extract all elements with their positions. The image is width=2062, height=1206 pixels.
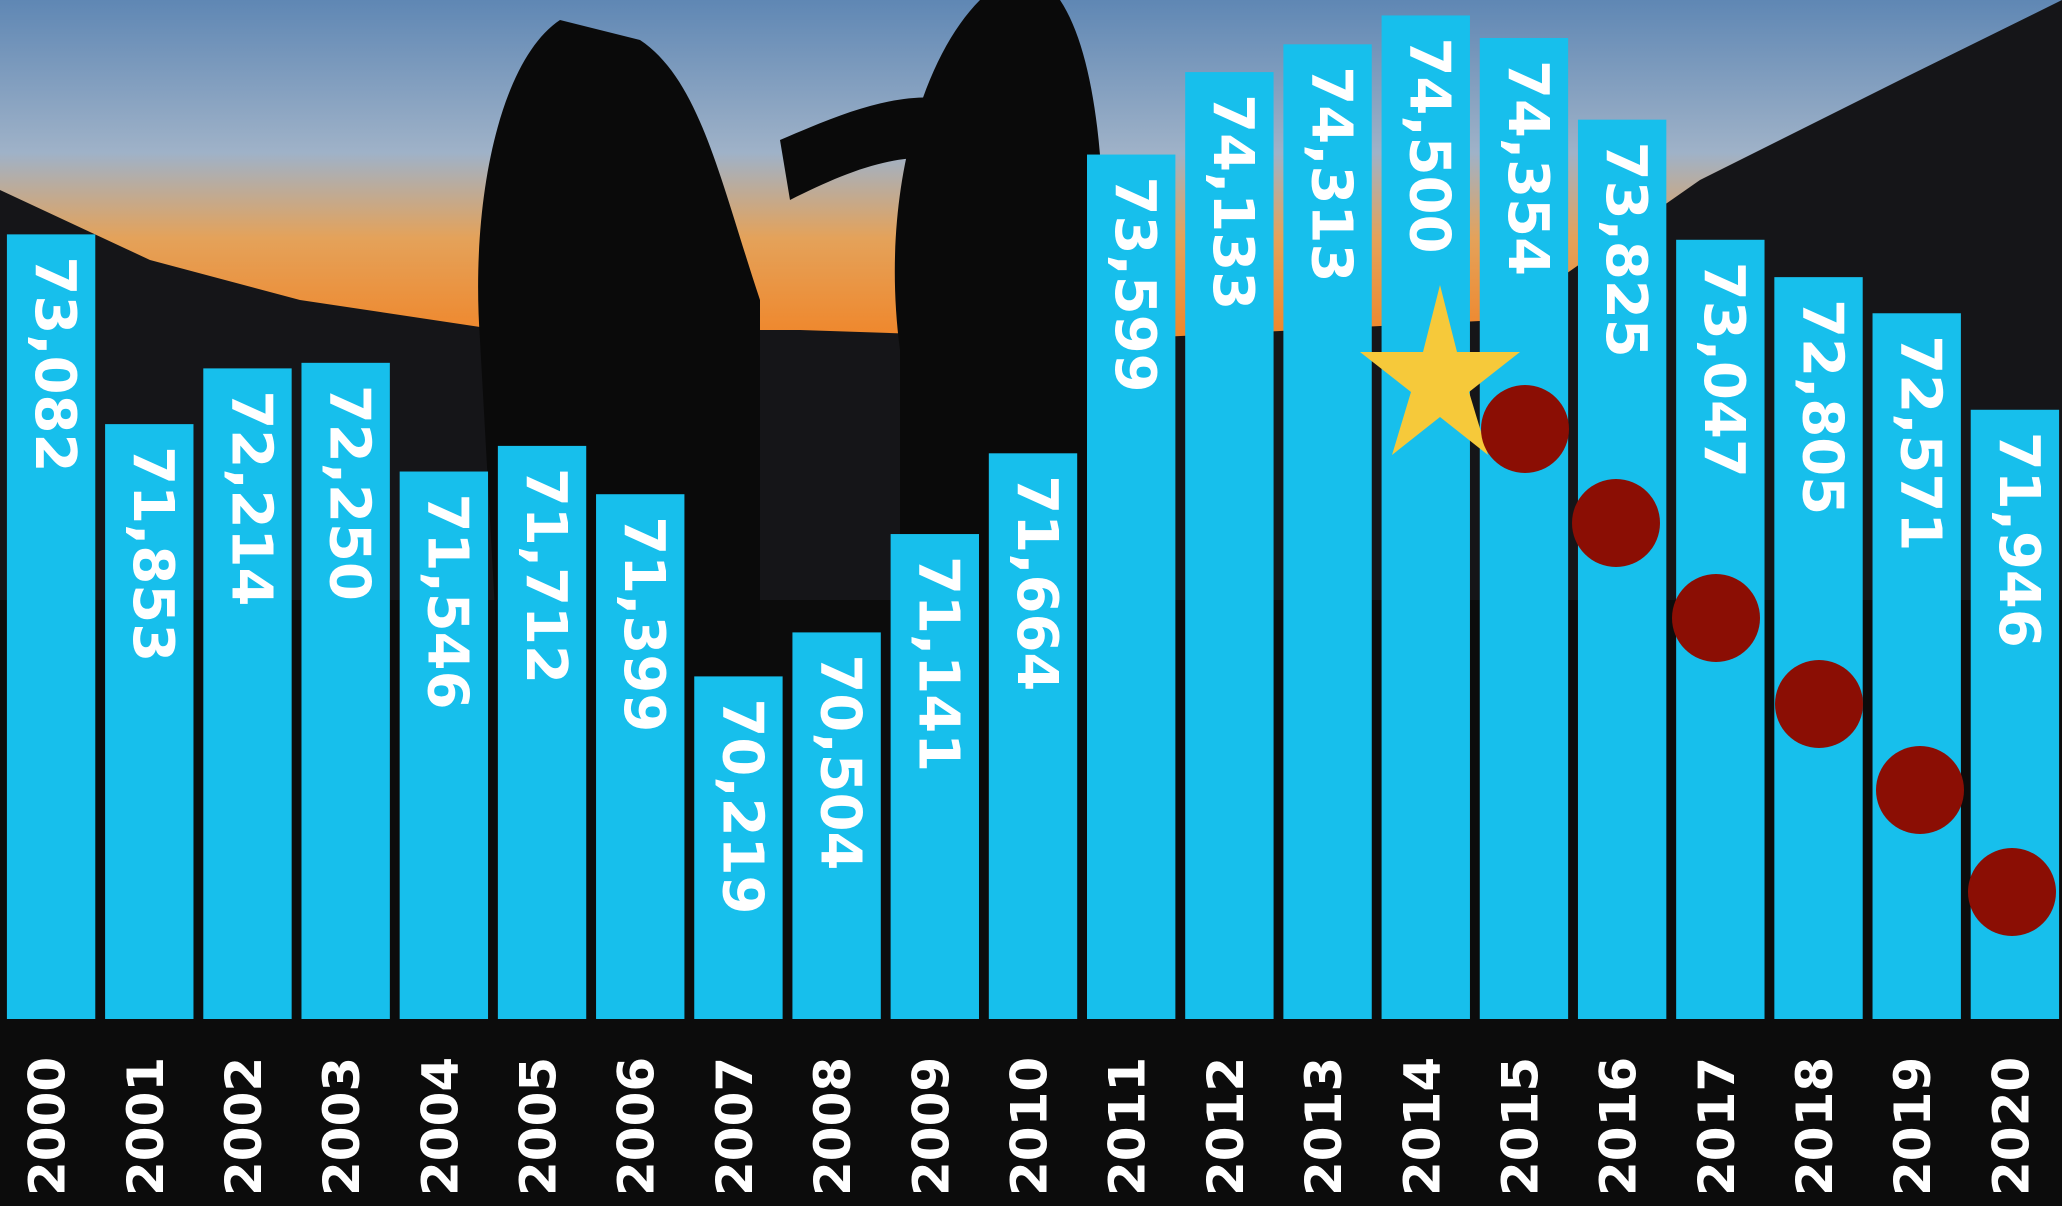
- x-tick-label: 2010: [1001, 1057, 1059, 1196]
- value-label: 74,313: [1298, 66, 1363, 282]
- value-label: 74,500: [1397, 37, 1462, 253]
- value-label: 71,546: [415, 494, 480, 710]
- dot-marker: [1968, 848, 2056, 936]
- value-label: 70,504: [807, 654, 872, 870]
- dot-marker: [1775, 660, 1863, 748]
- value-label: 72,805: [1789, 299, 1854, 515]
- x-tick-label: 2014: [1393, 1057, 1451, 1196]
- value-label: 73,825: [1593, 142, 1658, 358]
- value-label: 72,571: [1888, 335, 1953, 551]
- dot-marker: [1876, 746, 1964, 834]
- value-label: 70,219: [709, 698, 774, 914]
- value-label: 72,250: [317, 385, 382, 601]
- x-tick-label: 2006: [608, 1057, 666, 1196]
- x-tick-label: 2000: [19, 1057, 77, 1196]
- x-tick-label: 2012: [1197, 1057, 1255, 1196]
- x-tick-label: 2017: [1688, 1057, 1746, 1196]
- value-label: 71,141: [906, 556, 971, 772]
- value-label: 71,399: [611, 516, 676, 732]
- value-label: 74,133: [1200, 94, 1265, 310]
- x-tick-label: 2020: [1982, 1057, 2040, 1196]
- value-label: 72,214: [218, 390, 283, 606]
- chart: 73,082 2000 71,853 2001 72,214 2002 72,250 2003…: [0, 0, 2062, 1206]
- value-label: 73,047: [1691, 262, 1756, 478]
- x-tick-label: 2016: [1590, 1057, 1648, 1196]
- x-tick-label: 2002: [215, 1057, 273, 1196]
- x-tick-label: 2007: [706, 1057, 764, 1196]
- x-tick-label: 2005: [510, 1057, 568, 1196]
- value-label: 73,599: [1102, 177, 1167, 393]
- dot-marker: [1572, 479, 1660, 567]
- value-label: 71,664: [1004, 475, 1069, 691]
- x-tick-label: 2019: [1884, 1057, 1942, 1196]
- x-tick-label: 2008: [804, 1057, 862, 1196]
- x-tick-label: 2018: [1786, 1057, 1844, 1196]
- dot-marker: [1481, 385, 1569, 473]
- value-label: 71,712: [513, 468, 578, 684]
- x-tick-label: 2003: [313, 1057, 371, 1196]
- x-tick-label: 2015: [1491, 1057, 1549, 1196]
- x-tick-label: 2001: [117, 1057, 175, 1196]
- x-tick-label: 2009: [902, 1057, 960, 1196]
- x-tick-label: 2011: [1099, 1057, 1157, 1196]
- value-label: 74,354: [1495, 60, 1560, 276]
- x-tick-label: 2013: [1295, 1057, 1353, 1196]
- value-label: 71,946: [1986, 432, 2051, 648]
- value-label: 73,082: [22, 256, 87, 472]
- x-tick-label: 2004: [411, 1057, 469, 1196]
- value-label: 71,853: [120, 446, 185, 662]
- dot-marker: [1672, 574, 1760, 662]
